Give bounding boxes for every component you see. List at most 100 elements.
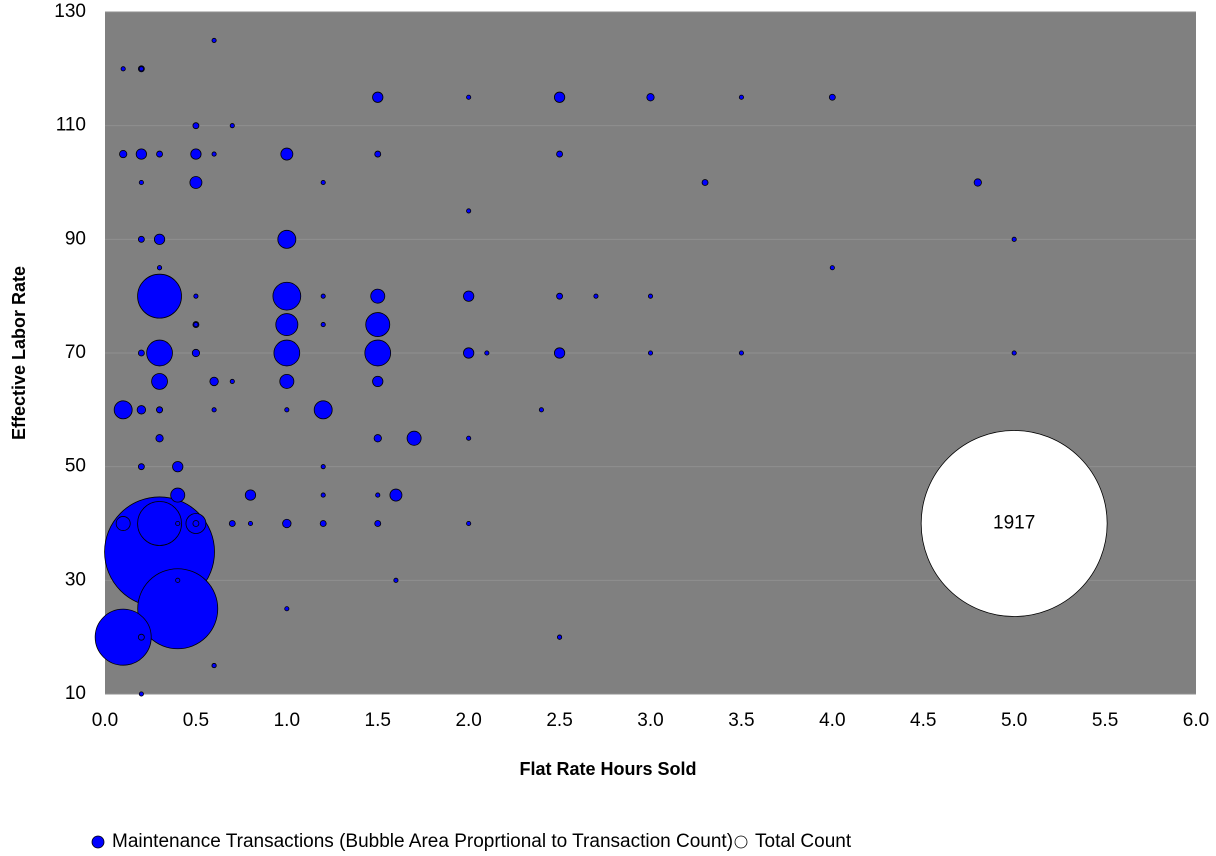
bubble xyxy=(319,520,327,527)
bubble xyxy=(138,179,144,186)
bubble xyxy=(593,293,599,299)
bubble xyxy=(275,313,299,337)
y-tick-label: 110 xyxy=(56,115,86,136)
bubble xyxy=(538,407,544,413)
bubble xyxy=(170,487,186,503)
bubble xyxy=(175,520,181,527)
bubble xyxy=(738,350,744,356)
bubble xyxy=(372,375,384,388)
bubble xyxy=(189,176,203,189)
bubble xyxy=(191,348,200,358)
legend-label: Maintenance Transactions (Bubble Area Pr… xyxy=(112,831,733,852)
bubble xyxy=(373,434,382,443)
x-tick-label: 4.5 xyxy=(910,710,936,731)
x-tick-label: 6.0 xyxy=(1183,710,1209,731)
y-tick-label: 10 xyxy=(65,683,86,704)
bubble xyxy=(153,233,166,245)
bubble xyxy=(647,350,654,356)
bubble xyxy=(138,66,144,72)
bubble xyxy=(556,292,563,300)
bubble xyxy=(320,322,326,328)
y-tick-label: 30 xyxy=(65,569,86,590)
x-tick-label: 1.5 xyxy=(365,710,391,731)
bubble xyxy=(137,501,182,546)
bubble xyxy=(138,691,144,697)
legend-marker xyxy=(734,835,748,849)
bubble xyxy=(136,405,147,415)
bubble xyxy=(211,37,217,43)
bubble xyxy=(738,94,744,100)
bubble xyxy=(829,265,835,271)
x-tick-label: 1.0 xyxy=(274,710,300,731)
bubble xyxy=(484,350,490,356)
legend: Maintenance Transactions (Bubble Area Pr… xyxy=(91,831,852,852)
bubble xyxy=(157,265,163,271)
x-tick-label: 5.5 xyxy=(1092,710,1118,731)
bubble xyxy=(463,347,475,359)
bubble xyxy=(647,293,654,299)
bubble xyxy=(466,208,472,214)
bubble xyxy=(313,400,333,420)
bubble xyxy=(135,148,147,160)
x-tick-label: 2.5 xyxy=(546,710,572,731)
bubble xyxy=(556,150,563,158)
bubble xyxy=(282,518,292,529)
bubble xyxy=(151,373,168,390)
bubble xyxy=(192,122,200,130)
bubble xyxy=(393,577,399,583)
bubble xyxy=(466,520,472,527)
y-tick-label: 130 xyxy=(54,1,86,22)
bubble xyxy=(463,290,475,302)
x-tick-label: 4.0 xyxy=(819,710,845,731)
bubble xyxy=(172,461,184,473)
bubble xyxy=(973,178,982,187)
bubble xyxy=(320,492,326,498)
bubble xyxy=(228,520,236,527)
bubble xyxy=(156,406,163,414)
y-axis-title: Effective Labor Rate xyxy=(9,266,29,440)
bubble xyxy=(137,568,219,650)
bubble xyxy=(374,150,382,158)
bubble xyxy=(280,147,294,161)
bubble xyxy=(277,229,297,249)
x-tick-label: 3.5 xyxy=(728,710,754,731)
bubble xyxy=(211,663,217,669)
bubble xyxy=(646,93,655,102)
bubble xyxy=(193,293,199,299)
bubble xyxy=(389,488,403,502)
bubble xyxy=(155,434,164,443)
bubble xyxy=(137,463,145,471)
bubbles: 1917 xyxy=(94,37,1108,697)
bubble xyxy=(229,378,235,384)
bubble xyxy=(279,373,295,389)
x-tick-label: 0.0 xyxy=(92,710,118,731)
bubble xyxy=(370,288,386,304)
bubble xyxy=(557,634,563,640)
bubble xyxy=(209,376,219,387)
bubble xyxy=(1011,236,1017,242)
x-tick-label: 3.0 xyxy=(637,710,663,731)
bubble xyxy=(466,435,472,441)
bubble xyxy=(553,347,566,359)
y-tick-label: 50 xyxy=(65,456,86,477)
bubble xyxy=(284,407,290,413)
bubble xyxy=(320,464,326,470)
bubble xyxy=(284,606,290,612)
bubble xyxy=(244,489,257,501)
bubble xyxy=(247,520,253,527)
bubble xyxy=(113,400,133,420)
bubble xyxy=(211,407,217,413)
bubble xyxy=(190,148,202,160)
bubble xyxy=(828,93,836,101)
bubble xyxy=(192,520,200,527)
bubble xyxy=(94,608,152,666)
bubble xyxy=(365,312,391,337)
bubble xyxy=(273,339,301,367)
bubble xyxy=(137,273,182,319)
bubble xyxy=(375,492,381,498)
x-tick-label: 0.5 xyxy=(183,710,209,731)
bubble xyxy=(466,94,472,100)
bubble xyxy=(119,150,128,159)
bubble xyxy=(211,151,217,157)
